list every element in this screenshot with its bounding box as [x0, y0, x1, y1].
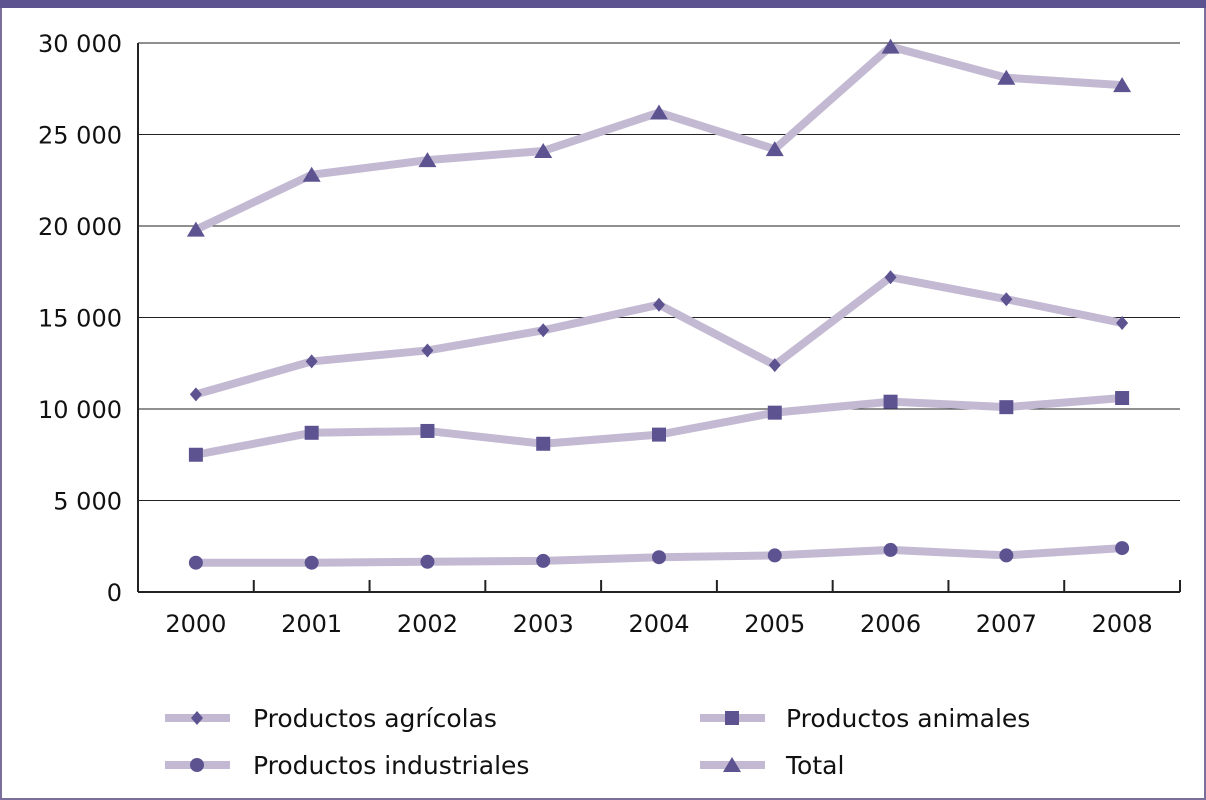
data-point-circle — [420, 554, 435, 569]
data-point-triangle — [302, 166, 321, 182]
x-tick-label: 2005 — [744, 610, 805, 638]
data-point-triangle — [650, 104, 668, 120]
series-line-square — [191, 394, 1127, 459]
data-point-square — [652, 427, 666, 442]
y-tick-label: 25 000 — [38, 122, 122, 150]
data-point-triangle — [881, 38, 900, 54]
legend: Productos agrícolas Productos animales Pro… — [165, 704, 1030, 780]
x-tick-label: 2006 — [860, 610, 921, 638]
legend-marker-diamond — [191, 711, 203, 725]
y-tick-label: 15 000 — [38, 305, 122, 333]
x-tick-label: 2004 — [628, 610, 689, 638]
legend-item: Total — [700, 751, 844, 780]
y-tick-label: 20 000 — [38, 213, 122, 241]
data-point-square — [420, 423, 435, 438]
data-point-circle — [883, 542, 898, 557]
data-point-square — [883, 394, 898, 409]
data-point-diamond — [884, 270, 897, 285]
data-point-triangle — [1113, 77, 1132, 93]
data-point-square — [536, 436, 551, 451]
x-tick-label: 2000 — [165, 610, 226, 638]
y-tick-label: 0 — [107, 579, 122, 607]
data-point-diamond — [421, 343, 434, 358]
x-tick-label: 2007 — [976, 610, 1037, 638]
x-tick-label: 2003 — [513, 610, 574, 638]
legend-item: Productos animales — [700, 704, 1030, 733]
legend-marker-square — [725, 711, 739, 725]
data-point-circle — [767, 548, 782, 563]
data-point-circle — [536, 553, 551, 568]
data-point-triangle — [418, 152, 437, 168]
data-point-circle — [1115, 541, 1130, 556]
data-point-square — [304, 425, 319, 440]
data-point-triangle — [765, 141, 784, 157]
legend-label: Productos industriales — [253, 751, 529, 780]
data-point-diamond — [537, 323, 550, 338]
legend-label: Productos agrícolas — [253, 704, 497, 733]
x-axis-ticks: 2000 2001 2002 2003 2004 2005 2006 2007 2008 — [165, 580, 1181, 638]
data-point-diamond — [189, 387, 202, 402]
header-bar — [0, 0, 1206, 8]
data-point-square — [188, 447, 203, 462]
legend-label: Total — [785, 751, 844, 780]
legend-marker-triangle — [723, 757, 741, 772]
data-point-diamond — [1000, 292, 1013, 307]
legend-item: Productos industriales — [165, 751, 529, 780]
data-point-diamond — [305, 354, 318, 369]
x-tick-label: 2002 — [397, 610, 458, 638]
y-tick-label: 10 000 — [38, 396, 122, 424]
data-point-diamond — [1116, 315, 1129, 330]
y-axis-ticks: 0 5 000 10 000 15 000 20 000 25 000 30 000 — [38, 30, 122, 607]
data-point-triangle — [997, 69, 1016, 85]
legend-item: Productos agrícolas — [165, 704, 497, 733]
series-markers — [186, 38, 1132, 570]
data-point-diamond — [653, 297, 665, 312]
data-point-circle — [188, 555, 203, 570]
x-tick-label: 2001 — [281, 610, 342, 638]
data-point-triangle — [186, 221, 205, 237]
series-line-diamond — [191, 273, 1127, 399]
axes — [137, 43, 1180, 593]
x-tick-label: 2008 — [1092, 610, 1153, 638]
data-point-circle — [304, 555, 319, 570]
data-point-square — [767, 405, 782, 420]
data-point-triangle — [534, 142, 553, 158]
series-line-triangle — [191, 42, 1127, 234]
legend-label: Productos animales — [786, 704, 1030, 733]
legend-marker-circle — [190, 758, 204, 772]
data-point-square — [1115, 391, 1130, 406]
data-point-circle — [652, 550, 666, 565]
data-point-circle — [999, 548, 1014, 563]
y-tick-label: 5 000 — [53, 488, 122, 516]
y-tick-label: 30 000 — [38, 30, 122, 58]
data-point-diamond — [768, 358, 781, 373]
data-point-square — [999, 400, 1014, 415]
